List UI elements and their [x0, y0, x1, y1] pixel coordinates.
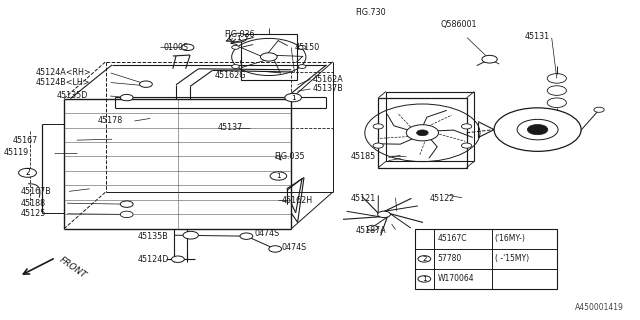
Circle shape [269, 246, 282, 252]
Text: ('16MY-): ('16MY-) [495, 234, 525, 243]
Text: 0474S: 0474S [282, 243, 307, 252]
Bar [386, 92, 474, 161]
Text: 45119: 45119 [3, 148, 28, 157]
Text: 0100S: 0100S [163, 43, 188, 52]
Circle shape [181, 44, 194, 51]
Circle shape [19, 168, 36, 177]
Text: 45187A: 45187A [355, 226, 386, 235]
Bar [291, 72, 333, 128]
Text: 45124D: 45124D [138, 255, 169, 264]
Circle shape [260, 53, 277, 61]
Circle shape [120, 201, 133, 207]
Text: 1: 1 [291, 95, 296, 100]
Circle shape [232, 65, 239, 68]
Text: FIG.035: FIG.035 [274, 152, 305, 161]
Circle shape [594, 107, 604, 112]
Circle shape [527, 124, 548, 135]
Text: 45121: 45121 [351, 194, 376, 203]
Circle shape [406, 125, 438, 141]
Text: 45162H: 45162H [282, 196, 313, 205]
Text: 45162A: 45162A [312, 75, 343, 84]
Circle shape [373, 143, 383, 148]
Circle shape [378, 211, 390, 218]
Text: 45124A<RH>: 45124A<RH> [35, 68, 91, 77]
Circle shape [482, 55, 497, 63]
Text: 57780: 57780 [438, 254, 462, 263]
Text: 45135D: 45135D [56, 92, 88, 100]
Bar [241, 34, 297, 80]
Text: 45125: 45125 [20, 209, 46, 218]
Text: 45178: 45178 [97, 116, 122, 125]
Text: W170064: W170064 [438, 275, 474, 284]
Circle shape [461, 124, 472, 129]
Text: Q586001: Q586001 [440, 20, 477, 28]
Circle shape [417, 130, 428, 136]
Text: 0474S: 0474S [255, 229, 280, 238]
Circle shape [298, 65, 306, 68]
Text: A450001419: A450001419 [575, 303, 624, 312]
Text: 1: 1 [422, 276, 427, 282]
Text: 45124B<LH>: 45124B<LH> [35, 78, 90, 87]
Text: 1: 1 [276, 173, 281, 179]
Circle shape [494, 108, 581, 151]
Circle shape [461, 143, 472, 148]
Circle shape [367, 225, 378, 230]
Circle shape [418, 276, 431, 282]
Circle shape [172, 256, 184, 262]
Circle shape [240, 233, 253, 239]
Text: 2: 2 [422, 256, 427, 262]
Text: 45122: 45122 [430, 194, 456, 203]
Text: 45137: 45137 [218, 124, 243, 132]
Text: 45185: 45185 [351, 152, 376, 161]
Circle shape [373, 124, 383, 129]
Circle shape [120, 211, 133, 218]
Text: FRONT: FRONT [58, 255, 88, 280]
Circle shape [229, 33, 247, 42]
Text: 45167: 45167 [13, 136, 38, 145]
Text: 45150: 45150 [294, 43, 319, 52]
Text: 45135B: 45135B [138, 232, 168, 241]
Text: 45167B: 45167B [20, 187, 51, 196]
Circle shape [183, 231, 198, 239]
Bar [378, 98, 467, 168]
Circle shape [120, 94, 133, 101]
Circle shape [418, 256, 431, 262]
Circle shape [517, 119, 558, 140]
Text: 45167C: 45167C [438, 234, 467, 243]
Circle shape [285, 93, 301, 102]
Text: 45137B: 45137B [312, 84, 343, 93]
Text: 45162G: 45162G [214, 71, 246, 80]
Circle shape [140, 81, 152, 87]
Text: FIG.036: FIG.036 [224, 30, 255, 39]
Circle shape [298, 45, 306, 49]
Circle shape [270, 172, 287, 180]
Text: FIG.730: FIG.730 [355, 8, 386, 17]
Text: ( -'15MY): ( -'15MY) [495, 254, 529, 263]
Text: 45131: 45131 [525, 32, 550, 41]
Circle shape [232, 45, 239, 49]
Text: 45188: 45188 [20, 199, 45, 208]
Text: 1: 1 [236, 35, 241, 41]
Bar [415, 229, 557, 289]
Text: 2: 2 [25, 168, 30, 177]
